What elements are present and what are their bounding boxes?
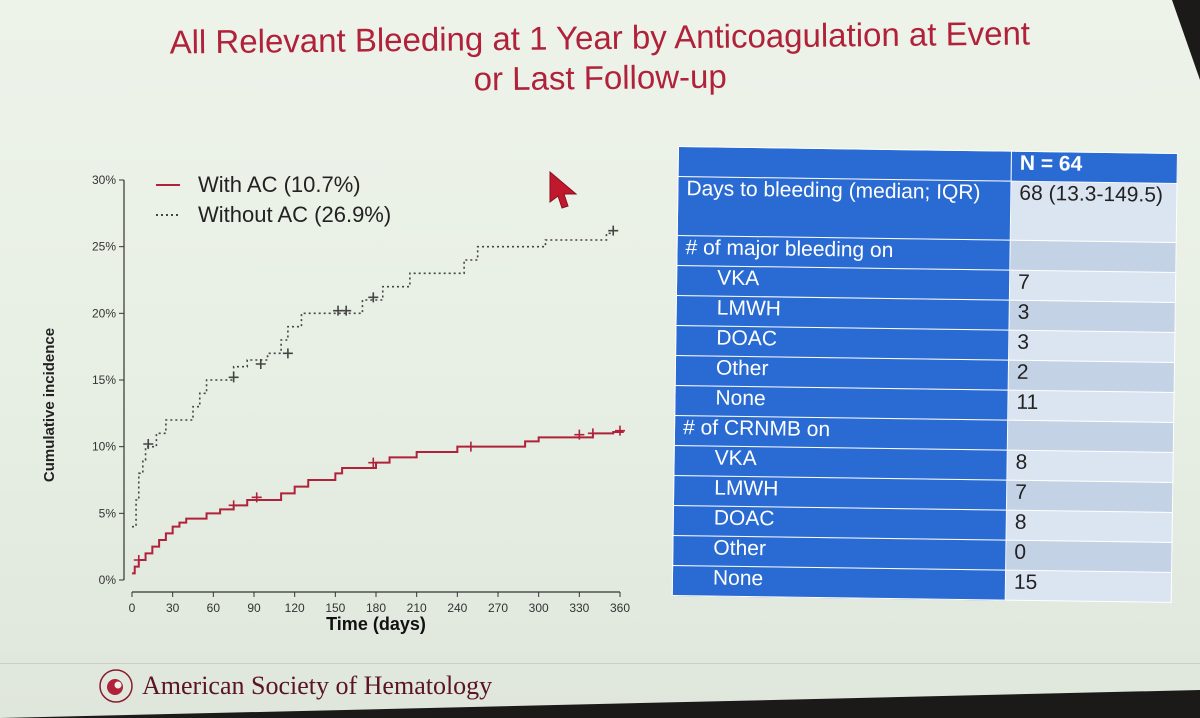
censor-mark — [368, 292, 379, 303]
x-tick-label: 150 — [325, 601, 345, 615]
row-label: # of CRNMB on — [674, 415, 1008, 451]
censor-mark — [255, 359, 266, 369]
censor-mark — [574, 429, 585, 440]
row-label: DOAC — [673, 505, 1007, 541]
censor-mark — [143, 439, 154, 449]
row-label: None — [672, 565, 1006, 601]
ash-logo-icon — [99, 669, 133, 703]
row-label: VKA — [676, 265, 1010, 301]
row-value — [1009, 240, 1177, 273]
x-tick-label: 180 — [366, 601, 386, 615]
row-label: Days to bleeding (median; IQR) — [677, 176, 1012, 241]
series-line-0 — [132, 430, 624, 575]
cumulative-incidence-chart: 0 30 60 90 120 150 180 210 240 270 300 330 360 0% 5% 10… — [30, 150, 650, 650]
censor-mark — [587, 428, 598, 439]
y-tick-label: 30% — [92, 173, 116, 187]
row-label: # of major bleeding on — [676, 235, 1011, 271]
table-row: None 15 — [672, 565, 1172, 603]
censor-mark — [228, 500, 239, 511]
row-value: 3 — [1008, 300, 1176, 333]
row-label: LMWH — [675, 295, 1010, 331]
censor-mark — [251, 492, 262, 503]
x-tick-label: 0 — [129, 601, 136, 615]
chart-legend: With AC (10.7%) Without AC (26.9%) — [156, 172, 391, 227]
y-tick-label: 5% — [99, 506, 117, 520]
x-tick-label: 90 — [247, 601, 261, 615]
y-tick-label: 25% — [92, 240, 116, 254]
censor-mark — [465, 441, 476, 452]
row-label: Other — [675, 355, 1009, 391]
legend-label-0: With AC (10.7%) — [198, 172, 361, 197]
row-label: Other — [672, 535, 1007, 571]
censor-mark — [368, 457, 379, 468]
x-axis-label: Time (days) — [326, 614, 426, 634]
censor-mark — [608, 225, 619, 236]
x-tick-label: 60 — [207, 601, 221, 615]
x-tick-label: 30 — [166, 601, 180, 615]
table-header-n: N = 64 — [1011, 151, 1178, 184]
censor-mark — [228, 372, 239, 383]
row-value: 11 — [1007, 390, 1175, 423]
y-tick-label: 20% — [92, 306, 116, 320]
censor-mark — [282, 348, 293, 359]
y-axis-label: Cumulative incidence — [41, 328, 58, 482]
y-tick-label: 10% — [92, 440, 116, 454]
y-tick-label: 15% — [92, 373, 116, 387]
censor-mark — [133, 555, 144, 565]
x-tick-label: 240 — [447, 601, 467, 615]
mouse-pointer-icon — [549, 170, 578, 209]
row-value: 68 (13.3-149.5) — [1010, 181, 1178, 243]
x-tick-label: 330 — [569, 601, 589, 615]
x-tick-label: 270 — [488, 601, 508, 615]
x-tick-label: 210 — [407, 601, 427, 615]
row-value: 2 — [1008, 360, 1175, 393]
slide-title: All Relevant Bleeding at 1 Year by Antic… — [40, 12, 1161, 104]
row-value: 8 — [1006, 450, 1174, 483]
row-value: 0 — [1005, 540, 1173, 573]
x-tick-label: 300 — [529, 601, 549, 615]
row-label: VKA — [673, 445, 1008, 481]
row-value — [1007, 420, 1174, 453]
row-label: LMWH — [673, 475, 1007, 511]
footer: American Society of Hematology — [98, 666, 492, 706]
chart-axes — [123, 180, 620, 593]
org-name: American Society of Hematology — [142, 671, 493, 700]
bleeding-stats-table: N = 64 Days to bleeding (median; IQR) 68 (… — [672, 146, 1178, 603]
row-value: 8 — [1006, 510, 1173, 543]
row-label: None — [674, 385, 1009, 421]
row-value: 7 — [1009, 270, 1176, 303]
legend-label-1: Without AC (26.9%) — [198, 202, 391, 227]
x-tick-label: 120 — [285, 601, 305, 615]
x-tick-label: 360 — [610, 601, 630, 615]
row-label: DOAC — [675, 325, 1009, 361]
table-row: Days to bleeding (median; IQR) 68 (13.3-1… — [677, 176, 1178, 243]
footer-divider — [0, 663, 1200, 664]
chart-svg: 0 30 60 90 120 150 180 210 240 270 300 330 360 0% 5% 10… — [41, 172, 630, 634]
row-value: 15 — [1005, 570, 1172, 603]
censor-mark — [341, 305, 352, 316]
censor-mark — [615, 425, 625, 436]
row-value: 7 — [1006, 480, 1173, 513]
y-tick-label: 0% — [99, 573, 117, 587]
table-header-blank — [678, 146, 1012, 182]
row-value: 3 — [1008, 330, 1175, 363]
series-line-1 — [132, 232, 614, 528]
